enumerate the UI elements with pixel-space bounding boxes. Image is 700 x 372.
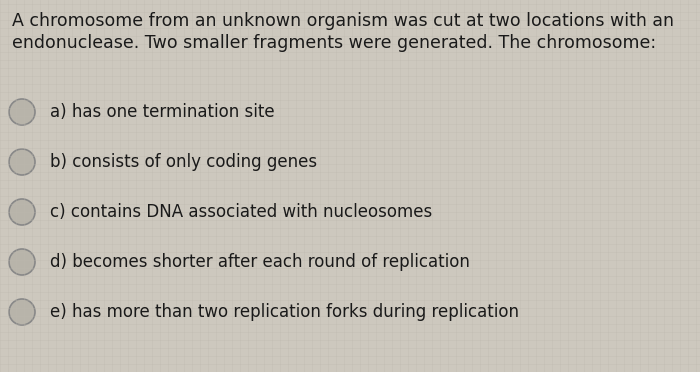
Text: d) becomes shorter after each round of replication: d) becomes shorter after each round of r… [50, 253, 470, 271]
Text: e) has more than two replication forks during replication: e) has more than two replication forks d… [50, 303, 519, 321]
Text: a) has one termination site: a) has one termination site [50, 103, 274, 121]
Text: A chromosome from an unknown organism was cut at two locations with an
endonucle: A chromosome from an unknown organism wa… [12, 12, 674, 52]
Ellipse shape [9, 299, 35, 325]
Text: b) consists of only coding genes: b) consists of only coding genes [50, 153, 317, 171]
Ellipse shape [9, 99, 35, 125]
Ellipse shape [9, 249, 35, 275]
Ellipse shape [9, 199, 35, 225]
Text: c) contains DNA associated with nucleosomes: c) contains DNA associated with nucleoso… [50, 203, 433, 221]
Ellipse shape [9, 149, 35, 175]
